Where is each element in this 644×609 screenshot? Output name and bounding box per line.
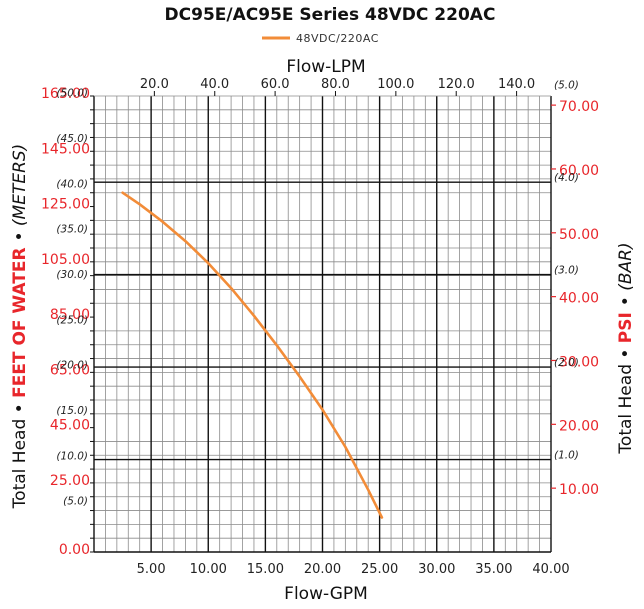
- x-top-tick-label: 20.0: [140, 77, 169, 92]
- y-left-meter-label: (10.0): [56, 450, 88, 462]
- x-bottom-tick-label: 30.00: [418, 562, 455, 577]
- x-bottom-tick-label: 40.00: [532, 562, 569, 577]
- y-left-tick-label: 85.00: [50, 307, 90, 323]
- x-bottom-tick-label: 5.00: [137, 562, 166, 577]
- y-left-title-feet: FEET OF WATER: [10, 242, 30, 398]
- y-left-meter-label: (20.0): [56, 360, 88, 372]
- y-right-title-bullet: •: [616, 291, 636, 306]
- y-left-meter-label: (40.0): [56, 178, 88, 190]
- y-right-title-psi: PSI: [616, 306, 636, 343]
- x-top-tick-label: 100.0: [377, 77, 414, 92]
- y-left-tick-label: 105.00: [41, 252, 90, 268]
- y-right-title-head: Total Head: [616, 359, 636, 455]
- y-left-tick-label: 145.00: [41, 141, 90, 157]
- legend: 48VDC/220AC: [262, 32, 379, 45]
- y-left-meter-label: (5.0): [63, 496, 88, 508]
- x-axis-top-title: Flow-LPM: [286, 57, 365, 77]
- y-right-bar-label: (1.0): [554, 450, 579, 462]
- y-left-tick-label: 0.00: [59, 542, 90, 558]
- y-right-bar-label: (3.0): [554, 265, 579, 277]
- y-left-meter-label: (15.0): [56, 405, 88, 417]
- y-right-title-bullet: •: [616, 343, 636, 358]
- y-right-psi-label: 30.00: [559, 354, 599, 370]
- y-right-bar-label: (4.0): [554, 172, 579, 184]
- y-left-meter-label: (30.0): [56, 269, 88, 281]
- y-left-tick-label: 165.00: [41, 86, 90, 102]
- y-left-tick-label: 65.00: [50, 362, 90, 378]
- y-right-bar-label: (5.0): [554, 80, 579, 92]
- y-right-bar-label: (2.0): [554, 357, 579, 369]
- y-left-tick-label: 125.00: [41, 197, 90, 213]
- y-left-title-bullet: •: [10, 398, 30, 413]
- x-bottom-tick-label: 15.00: [247, 562, 284, 577]
- y-left-title-head: Total Head: [10, 413, 30, 509]
- series-line: [121, 191, 384, 519]
- x-top-tick-label: 120.0: [438, 77, 475, 92]
- y-right-psi-label: 20.00: [559, 418, 599, 434]
- y-left-title-bullet: •: [10, 226, 30, 241]
- y-axis-left-title: Total Head • FEET OF WATER • (METERS): [10, 144, 30, 510]
- x-axis-bottom-title: Flow-GPM: [284, 584, 368, 604]
- y-left-tick-label: 25.00: [50, 473, 90, 489]
- y-left-meter-label: (25.0): [56, 314, 88, 326]
- x-top-tick-label: 60.0: [261, 77, 290, 92]
- x-top-tick-label: 40.0: [200, 77, 229, 92]
- grid: [90, 91, 556, 553]
- x-bottom-tick-label: 25.00: [361, 562, 398, 577]
- y-right-psi-label: 40.00: [559, 291, 599, 307]
- y-left-meter-label: (45.0): [56, 133, 88, 145]
- y-right-psi-label: 60.00: [559, 163, 599, 179]
- y-left-meter-label: (50.0): [56, 88, 88, 100]
- x-bottom-tick-label: 20.00: [304, 562, 341, 577]
- tick-labels: 5.00 10.00 15.00 20.00 25.00 30.00 35.00 40.00 2…: [41, 77, 599, 577]
- y-axis-right-title: Total Head • PSI • (BAR): [616, 242, 636, 454]
- series-layer: [121, 191, 384, 519]
- y-left-meter-label: (35.0): [56, 224, 88, 236]
- y-right-psi-label: 10.00: [559, 482, 599, 498]
- x-top-tick-label: 140.0: [498, 77, 535, 92]
- x-bottom-tick-label: 10.00: [190, 562, 227, 577]
- y-left-title-meters: (METERS): [10, 144, 30, 226]
- y-right-psi-label: 50.00: [559, 227, 599, 243]
- y-right-title-bar: (BAR): [616, 242, 636, 290]
- x-bottom-tick-label: 35.00: [475, 562, 512, 577]
- x-top-tick-label: 80.0: [321, 77, 350, 92]
- chart-title: DC95E/AC95E Series 48VDC 220AC: [165, 5, 496, 25]
- y-left-tick-label: 45.00: [50, 418, 90, 434]
- y-right-psi-label: 70.00: [559, 99, 599, 115]
- legend-label: 48VDC/220AC: [296, 32, 379, 45]
